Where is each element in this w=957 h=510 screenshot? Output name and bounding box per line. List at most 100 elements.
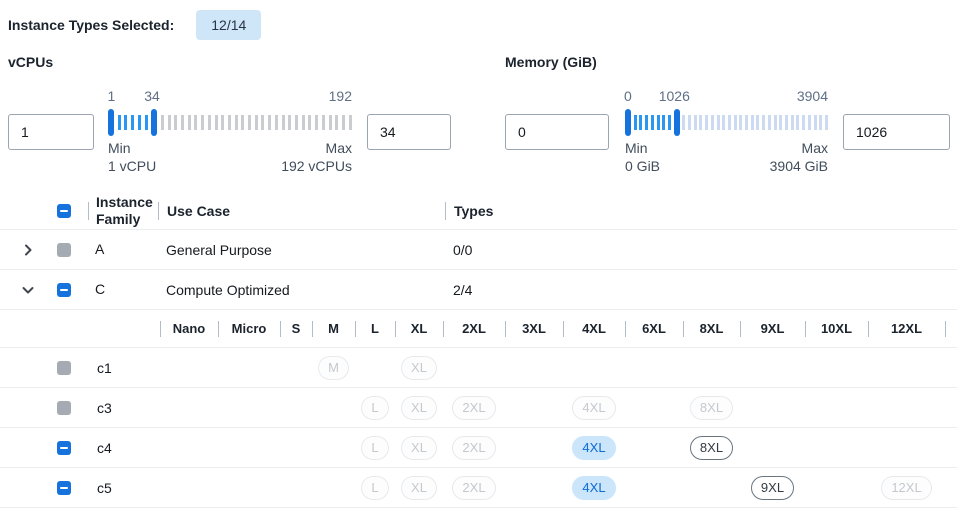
memory-slider-tick <box>688 114 692 130</box>
memory-slider-tick <box>722 114 726 130</box>
memory-slider[interactable]: 0 1026 3904 Min 0 GiB Max 3904 GiB <box>624 88 828 175</box>
expand-toggle-A[interactable] <box>0 230 50 269</box>
size-pill-c3-8xl: 8XL <box>689 395 734 420</box>
vcpus-slider-tick <box>234 114 238 130</box>
vcpus-slider-tick <box>308 114 312 130</box>
size-cell-c3-12xl <box>868 388 945 427</box>
size-cell-c1-s <box>280 348 312 387</box>
vcpus-slider-tick <box>248 114 252 130</box>
size-column-header-s: S <box>280 310 312 347</box>
family-checkbox-C[interactable] <box>57 282 71 297</box>
size-column-header-6xl: 6XL <box>625 310 683 347</box>
memory-slider-tick <box>662 114 666 130</box>
size-pill-c5-2xl: 2XL <box>452 475 496 500</box>
checkbox-dash-icon <box>60 486 68 489</box>
vcpus-slider-tick <box>131 114 135 130</box>
size-cell-c5-10xl <box>805 468 868 507</box>
size-cell-c1-9xl <box>740 348 805 387</box>
size-cell-c4-8xl: 8XL <box>683 428 740 467</box>
memory-slider-tick <box>750 114 754 130</box>
size-cell-c3-s <box>280 388 312 427</box>
memory-slider-thumb[interactable] <box>673 108 680 136</box>
memory-min-input[interactable] <box>505 114 609 150</box>
memory-slider-tick <box>807 114 811 130</box>
select-all-cell <box>50 193 88 229</box>
table-header-row: Instance Family Use Case Types <box>0 193 957 230</box>
memory-slider-tick <box>727 114 731 130</box>
memory-slider-tick <box>790 114 794 130</box>
memory-slider-tick <box>699 114 703 130</box>
size-column-header-m: M <box>312 310 355 347</box>
instance-name: c3 <box>97 399 112 416</box>
size-cell-c3-micro <box>218 388 280 427</box>
size-cell-c1-m: M <box>312 348 355 387</box>
memory-slider-tick <box>819 114 823 130</box>
size-cell-c5-s <box>280 468 312 507</box>
size-cell-c4-9xl <box>740 428 805 467</box>
size-column-header-l: L <box>355 310 395 347</box>
size-pill-c4-4xl[interactable]: 4XL <box>572 435 616 460</box>
instance-name: c5 <box>97 479 112 496</box>
types-column-header: Types <box>454 203 494 219</box>
memory-max-input[interactable] <box>843 114 950 150</box>
size-cell-c3-3xl <box>505 388 563 427</box>
memory-max-caption: Max 3904 GiB <box>769 140 828 174</box>
vcpus-slider-tick <box>160 114 164 130</box>
memory-slider-tick <box>796 114 800 130</box>
size-cell-c4-2xl: 2XL <box>443 428 505 467</box>
memory-slider-tick <box>824 114 828 130</box>
size-cell-c3-l: L <box>355 388 395 427</box>
size-cell-c5-4xl: 4XL <box>563 468 625 507</box>
instance-row-c1: c1 M XL <box>0 348 957 388</box>
expand-toggle-C[interactable] <box>0 270 50 309</box>
family-check-cell <box>50 230 88 269</box>
size-pill-c1-xl: XL <box>401 355 437 380</box>
size-pill-c5-9xl[interactable]: 9XL <box>750 475 795 500</box>
instance-checkbox-c5[interactable] <box>57 480 71 495</box>
size-cell-c5-8xl <box>683 468 740 507</box>
vcpus-max-input[interactable] <box>367 114 451 150</box>
vcpus-slider-tick <box>261 114 265 130</box>
memory-slider-tick <box>756 114 760 130</box>
chevron-right-icon[interactable] <box>20 242 36 258</box>
size-cell-c3-2xl: 2XL <box>443 388 505 427</box>
vcpus-slider-thumb[interactable] <box>151 108 158 136</box>
size-cell-c1-nano <box>160 348 218 387</box>
size-cell-c3-6xl <box>625 388 683 427</box>
vcpus-slider-tick <box>144 114 148 130</box>
memory-min-caption: Min 0 GiB <box>625 140 661 174</box>
column-divider <box>158 202 159 220</box>
vcpus-slider-tick <box>335 114 339 130</box>
vcpus-slider-thumb[interactable] <box>108 108 114 136</box>
memory-slider-tick <box>779 114 783 130</box>
vcpus-slider-scale: 1 34 192 <box>107 88 352 107</box>
size-cell-c4-xl: XL <box>395 428 443 467</box>
vcpus-slider-track[interactable] <box>108 108 352 136</box>
size-column-header-8xl: 8XL <box>683 310 740 347</box>
memory-slider-tick <box>667 114 671 130</box>
vcpus-slider-tick <box>137 114 141 130</box>
size-pill-c4-8xl[interactable]: 8XL <box>689 435 734 460</box>
memory-slider-tick <box>633 114 637 130</box>
size-cell-c4-4xl: 4XL <box>563 428 625 467</box>
memory-slider-tick <box>650 114 654 130</box>
size-pill-c5-4xl[interactable]: 4XL <box>572 475 616 500</box>
select-all-checkbox[interactable] <box>57 204 71 218</box>
size-cell-c5-6xl <box>625 468 683 507</box>
instance-name: c1 <box>97 359 112 376</box>
vcpus-slider[interactable]: 1 34 192 Min 1 vCPU Max 192 vCPUs <box>107 88 352 175</box>
memory-slider-track[interactable] <box>625 108 828 136</box>
size-pill-c3-xl: XL <box>401 395 437 420</box>
instance-checkbox-c4[interactable] <box>57 440 71 455</box>
size-pill-c5-l: L <box>361 475 389 500</box>
memory-slider-thumb[interactable] <box>625 108 631 136</box>
size-column-header-4xl: 4XL <box>563 310 625 347</box>
use-case-value: General Purpose <box>166 241 272 258</box>
vcpus-slider-tick <box>194 114 198 130</box>
memory-label: Memory (GiB) <box>505 54 597 70</box>
size-column-header-3xl: 3XL <box>505 310 563 347</box>
selection-summary: Instance Types Selected: 12/14 <box>8 10 262 40</box>
vcpus-min-input[interactable] <box>8 114 94 150</box>
chevron-down-icon[interactable] <box>20 282 36 298</box>
vcpus-slider-tick <box>241 114 245 130</box>
